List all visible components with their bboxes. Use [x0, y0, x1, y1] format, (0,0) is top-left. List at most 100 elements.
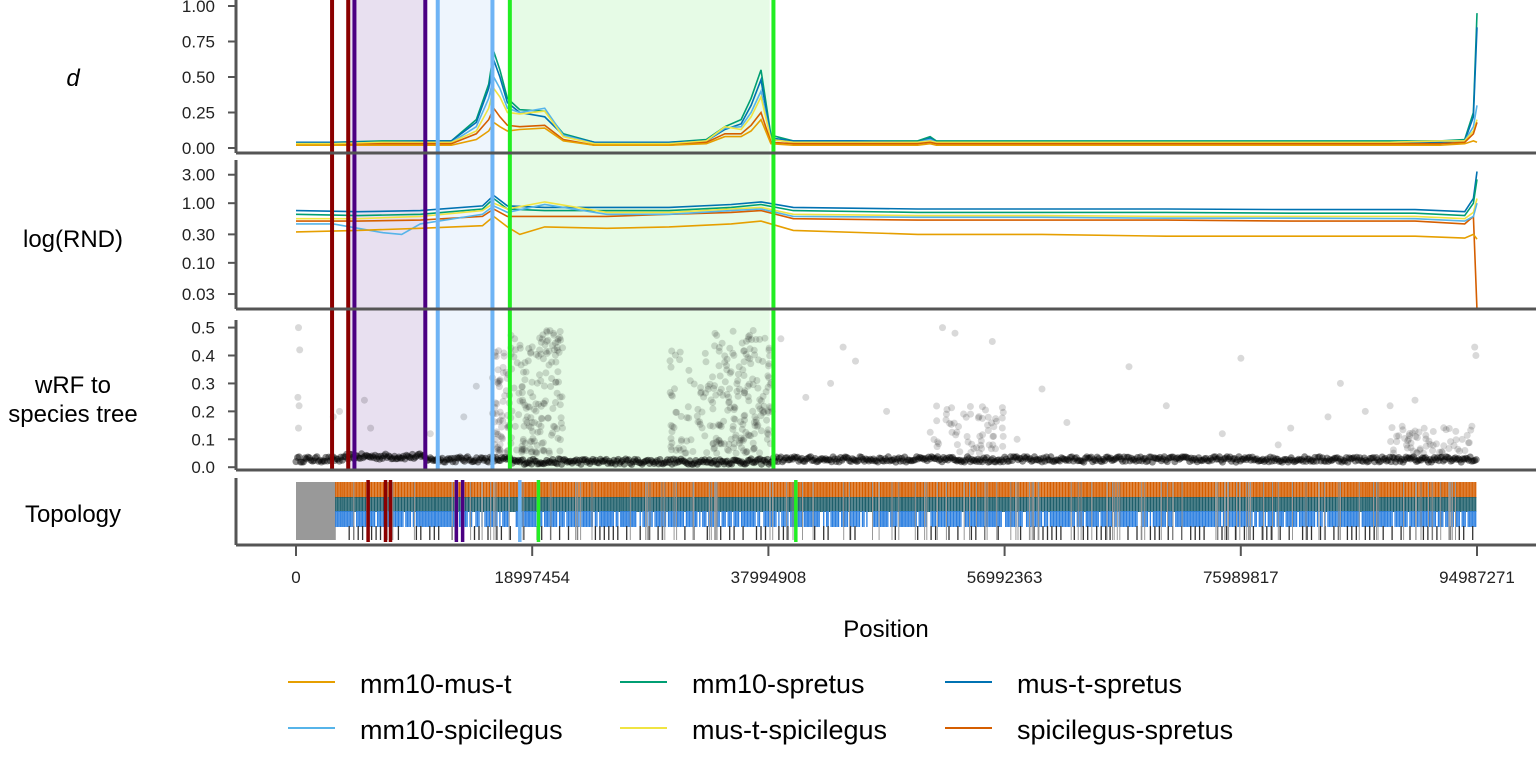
wrf-point: [518, 389, 526, 397]
wrf-point: [709, 439, 717, 447]
wrf-point: [678, 436, 685, 444]
wrf-point: [522, 460, 530, 468]
wrf-point: [692, 457, 700, 464]
wrf-point: [429, 457, 437, 465]
wrf-point: [379, 454, 386, 462]
wrf-point: [1389, 453, 1397, 461]
wrf-point: [495, 418, 503, 426]
wrf-point: [1413, 449, 1421, 457]
wrf-point: [992, 445, 999, 453]
wrf-point: [988, 419, 995, 427]
wrf-point: [1388, 424, 1396, 432]
wrf-point: [428, 455, 436, 463]
wrf-point: [808, 457, 816, 464]
legend-label-mus-t-spretus: mus-t-spretus: [1017, 669, 1182, 699]
wrf-point: [727, 435, 735, 443]
wrf-point: [751, 351, 759, 359]
wrf-point: [1160, 453, 1168, 461]
wrf-point: [717, 440, 725, 448]
wrf-point: [732, 431, 740, 439]
wrf-point: [807, 453, 815, 461]
wrf-point: [477, 454, 485, 462]
wrf-point: [799, 457, 807, 465]
wrf-point: [659, 460, 667, 468]
wrf-point: [739, 437, 747, 444]
wrf-point: [944, 456, 952, 464]
wrf-point: [853, 458, 861, 465]
wrf-point: [531, 457, 539, 465]
wrf-point: [516, 341, 524, 349]
wrf-point: [937, 455, 944, 463]
wrf-point: [685, 414, 693, 422]
wrf-point: [498, 433, 506, 441]
wrf-point: [528, 418, 536, 426]
wrf-point: [725, 393, 733, 401]
wrf-point: [1405, 432, 1413, 440]
wrf-point: [1420, 454, 1428, 462]
wrf-point: [539, 355, 547, 363]
wrf-point: [758, 460, 765, 468]
wrf-point: [749, 327, 757, 334]
wrf-point: [1071, 455, 1079, 462]
wrf-point: [579, 456, 586, 464]
wrf-point: [494, 366, 502, 374]
wrf-point: [1162, 456, 1170, 464]
wrf-point: [752, 336, 760, 343]
wrf-point: [411, 453, 419, 461]
wrf-point: [497, 432, 505, 440]
wrf-point: [298, 458, 306, 466]
wrf-point: [556, 455, 564, 463]
wrf-point: [765, 346, 773, 354]
wrf-point: [675, 444, 683, 452]
wrf-point: [1471, 457, 1479, 464]
wrf-point: [1051, 457, 1059, 464]
wrf-point: [550, 422, 557, 430]
wrf-point: [735, 363, 743, 371]
wrf-point: [975, 413, 983, 421]
wrf-point: [713, 438, 721, 446]
wrf-point: [543, 349, 551, 357]
wrf-point: [535, 460, 543, 468]
wrf-point: [1220, 455, 1228, 463]
wrf-point: [757, 397, 765, 405]
wrf-point: [1462, 454, 1470, 462]
wrf-point: [1086, 454, 1094, 462]
wrf-point: [668, 422, 676, 430]
wrf-point: [764, 407, 772, 415]
wrf-point: [686, 457, 694, 465]
wrf-point: [1054, 456, 1062, 464]
wrf-point: [796, 456, 804, 464]
wrf-point: [499, 363, 507, 371]
wrf-point: [1404, 437, 1412, 445]
wrf-point: [619, 457, 627, 464]
wrf-point: [1324, 413, 1332, 421]
wrf-point: [473, 454, 480, 462]
wrf-point: [741, 387, 749, 395]
wrf-point: [513, 458, 521, 466]
wrf-point: [1268, 457, 1276, 465]
wrf-point: [1272, 455, 1280, 463]
wrf-point: [860, 457, 868, 465]
wrf-point: [893, 455, 901, 463]
wrf-point: [947, 420, 955, 428]
wrf-point: [540, 400, 548, 408]
wrf-point: [750, 419, 758, 426]
wrf-point: [756, 335, 764, 343]
wrf-point: [512, 346, 519, 354]
wrf-point: [559, 456, 567, 464]
wrf-point: [1014, 456, 1022, 464]
wrf-point: [1125, 363, 1133, 371]
wrf-point: [592, 456, 600, 464]
wrf-point: [764, 426, 772, 434]
wrf-point: [571, 457, 579, 465]
wrf-point: [1236, 457, 1244, 465]
wrf-point: [1147, 453, 1155, 461]
wrf-point: [822, 455, 830, 463]
wrf-point: [599, 458, 607, 465]
wrf-point: [1211, 453, 1219, 461]
panel-wrf: 0.0 0.1 0.2 0.3 0.4 0.5: [191, 319, 1480, 477]
wrf-point: [764, 408, 772, 416]
wrf-point: [1065, 457, 1073, 464]
wrf-point: [1198, 457, 1206, 465]
wrf-point: [953, 457, 961, 465]
